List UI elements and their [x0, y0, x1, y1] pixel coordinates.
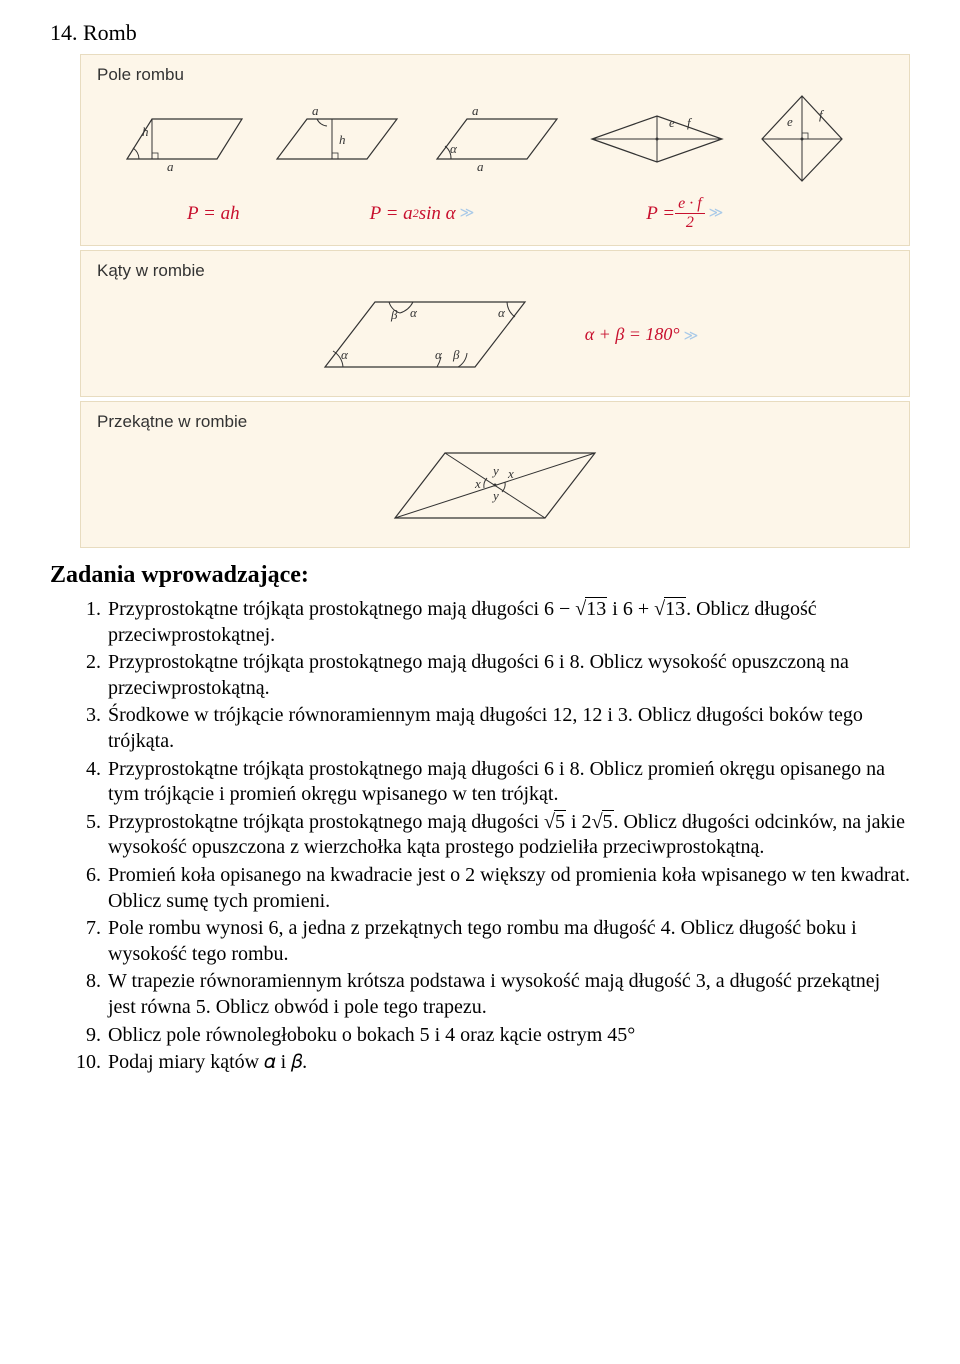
task-7: Pole rombu wynosi 6, a jedna z przekątny…: [106, 916, 910, 967]
panel1-heading: Pole rombu: [97, 65, 893, 85]
svg-text:h: h: [142, 124, 149, 139]
svg-text:e: e: [787, 114, 793, 129]
task-6: Promień koła opisanego na kwadracie jest…: [106, 863, 910, 914]
formula-ef2: P = e · f2 ≫: [646, 196, 720, 231]
panel2-heading: Kąty w rombie: [97, 261, 893, 281]
svg-text:α: α: [410, 305, 418, 320]
task-4: Przyprostokątne trójkąta prostokątnego m…: [106, 757, 910, 808]
svg-text:e: e: [669, 115, 675, 130]
svg-text:β: β: [390, 307, 398, 322]
tasks-heading: Zadania wprowadzające:: [50, 562, 910, 589]
rhombus-vert-ef: e f: [747, 91, 857, 186]
panel3-heading: Przekątne w rombie: [97, 412, 893, 432]
svg-text:h: h: [339, 132, 346, 147]
task-10: Podaj miary kątów 𝛼 i 𝛽.: [106, 1050, 910, 1076]
rhombus-diag-ef: e f: [577, 104, 737, 174]
svg-text:x: x: [507, 466, 514, 481]
formula-angles: α + β = 180°≫: [585, 324, 696, 345]
svg-text:α: α: [498, 305, 506, 320]
rhombus-alpha: α a a: [417, 104, 567, 174]
svg-text:β: β: [452, 347, 460, 362]
svg-text:a: a: [477, 159, 484, 174]
rhombus-ah-2: a h: [257, 104, 407, 174]
task-3: Środkowe w trójkącie równoramiennym mają…: [106, 703, 910, 754]
rhombus-diagonals: x x y y: [365, 438, 625, 533]
panel1-diagrams: h a a h α a a e f: [97, 91, 893, 186]
rhombus-ah: h a: [97, 104, 247, 174]
formula-a2sin: P = a2 sin α≫: [370, 196, 472, 231]
svg-text:α: α: [341, 347, 349, 362]
task-5: Przyprostokątne trójkąta prostokątnego m…: [106, 810, 910, 861]
task-8: W trapezie równoramiennym krótsza podsta…: [106, 969, 910, 1020]
svg-text:x: x: [474, 476, 481, 491]
svg-text:f: f: [687, 115, 693, 130]
svg-text:y: y: [491, 488, 499, 503]
svg-text:a: a: [167, 159, 174, 174]
panel1-formulas: P = ah P = a2 sin α≫ P = e · f2 ≫: [97, 196, 893, 231]
svg-text:y: y: [491, 463, 499, 478]
svg-text:a: a: [312, 104, 319, 118]
svg-text:α: α: [450, 141, 458, 156]
panel-katy: Kąty w rombie α β α α α β α + β = 180°≫: [80, 250, 910, 397]
formula-ah: P = ah: [187, 196, 240, 231]
task-1: Przyprostokątne trójkąta prostokątnego m…: [106, 597, 910, 648]
rhombus-angles: α β α α α β: [295, 287, 555, 382]
section-title: 14. Romb: [50, 20, 910, 46]
svg-text:α: α: [435, 347, 443, 362]
panel-pole-rombu: Pole rombu h a a h α a a: [80, 54, 910, 246]
task-2: Przyprostokątne trójkąta prostokątnego m…: [106, 650, 910, 701]
svg-text:a: a: [472, 104, 479, 118]
task-9: Oblicz pole równoległoboku o bokach 5 i …: [106, 1023, 910, 1049]
tasks-list: Przyprostokątne trójkąta prostokątnego m…: [50, 597, 910, 1076]
panel-przekatne: Przekątne w rombie x x y y: [80, 401, 910, 548]
